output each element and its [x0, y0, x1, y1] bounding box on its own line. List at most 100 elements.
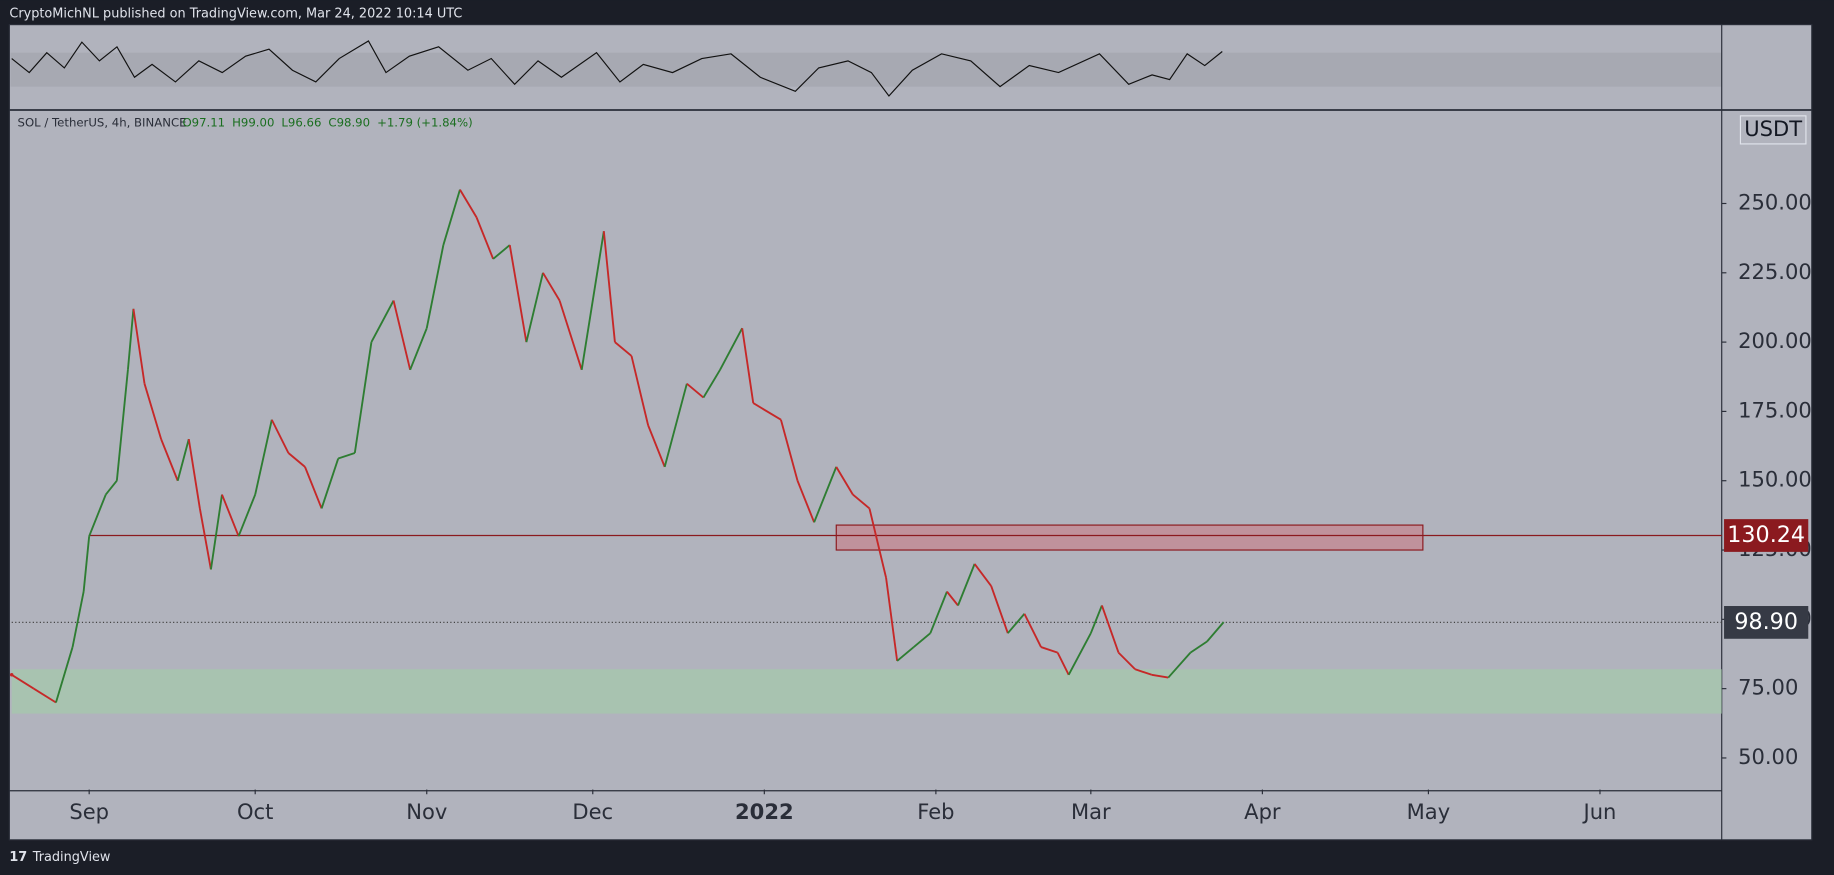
price-segment — [320, 458, 340, 509]
chart-area — [8, 24, 1813, 841]
price-segment — [813, 466, 838, 523]
price-segment — [558, 300, 583, 371]
price-segment — [370, 300, 395, 343]
price-segment — [187, 438, 201, 509]
price-segment — [973, 563, 992, 587]
y-tick-label: 150.00 — [1738, 467, 1812, 492]
price-segment — [1101, 605, 1120, 653]
price-segment — [176, 438, 190, 481]
price-segment — [913, 632, 931, 648]
price-segment — [580, 231, 605, 370]
price-segment — [1089, 605, 1103, 634]
x-tick-label: Sep — [69, 799, 109, 824]
indicator-line — [11, 40, 1223, 97]
price-segment — [270, 419, 290, 454]
price-segment — [741, 328, 755, 404]
x-tick-label: Oct — [237, 799, 273, 824]
price-segment — [946, 591, 959, 607]
price-segment — [221, 494, 240, 537]
price-segment — [115, 369, 129, 481]
ohlc-value: O97.11 — [182, 115, 225, 129]
price-segment — [1023, 613, 1042, 648]
price-segment — [475, 217, 495, 260]
price-segment — [209, 494, 223, 570]
ohlc-value: L96.66 — [281, 115, 321, 129]
price-segment — [852, 493, 871, 510]
price-segment — [143, 383, 163, 440]
price-segment — [929, 591, 948, 634]
price-segment — [752, 402, 782, 421]
x-tick-label: 2022 — [735, 799, 794, 824]
x-tick-label: Apr — [1244, 799, 1281, 824]
price-segment — [1007, 613, 1026, 634]
y-tick-label: 225.00 — [1738, 259, 1812, 284]
zone — [835, 524, 1424, 551]
price-tag — [1724, 606, 1809, 639]
price-segment — [105, 480, 118, 496]
x-tick-label: May — [1407, 799, 1451, 824]
price-segment — [1067, 632, 1092, 676]
ohlc-legend: O97.11 H99.00 L96.66 C98.90 +1.79 (+1.84%) — [182, 115, 472, 129]
price-segment — [508, 244, 528, 343]
price-segment — [719, 327, 744, 371]
price-segment — [1151, 673, 1169, 679]
publish-info: CryptoMichNL published on TradingView.co… — [9, 7, 462, 22]
price-segment — [237, 494, 257, 537]
price-segment — [647, 424, 666, 468]
price-tag-label: 98.90 — [1734, 609, 1798, 635]
price-segment — [55, 646, 74, 703]
brand: TradingView — [32, 850, 111, 865]
price-segment — [304, 466, 323, 509]
brand-logo: 𝟭𝟳 — [9, 850, 27, 865]
ohlc-value: +1.79 (+1.84%) — [377, 115, 473, 129]
price-segment — [254, 419, 273, 495]
x-tick-label: Mar — [1071, 799, 1111, 824]
price-segment — [126, 308, 135, 370]
price-segment — [896, 646, 915, 662]
price-segment — [957, 563, 976, 606]
currency: USDT — [1744, 116, 1802, 141]
y-tick-label: 200.00 — [1738, 328, 1812, 353]
ohlc-value: H99.00 — [232, 115, 274, 129]
price-segment — [392, 300, 412, 371]
price-segment — [796, 480, 816, 523]
price-segment — [1167, 651, 1192, 679]
price-segment — [33, 687, 57, 704]
y-tick-label: 50.00 — [1738, 744, 1798, 769]
price-segment — [1056, 652, 1070, 676]
symbol-info: SOL / TetherUS, 4h, BINANCE — [18, 115, 187, 129]
price-tag-label: 130.24 — [1727, 522, 1805, 548]
x-tick-label: Jun — [1582, 799, 1617, 824]
price-segment — [492, 244, 511, 260]
y-tick-label: 75.00 — [1738, 675, 1798, 700]
price-segment — [780, 419, 799, 481]
x-tick-label: Dec — [572, 799, 613, 824]
price-segment — [542, 272, 561, 302]
price-segment — [425, 244, 445, 329]
price-segment — [11, 673, 35, 690]
plot: 50.0075.00100.00125.00150.00175.00200.00… — [9, 189, 1812, 824]
currency-box — [1739, 115, 1807, 145]
price-segment — [1206, 621, 1225, 643]
price-segment — [702, 369, 721, 399]
price-segment — [1117, 651, 1136, 670]
price-segment — [525, 272, 544, 343]
price-segment — [990, 585, 1009, 634]
price-segment — [1040, 646, 1058, 654]
zone — [11, 669, 1722, 714]
price-segment — [614, 341, 633, 357]
price-segment — [602, 231, 616, 343]
price-tag — [1724, 519, 1809, 552]
price-segment — [1189, 640, 1208, 654]
price-segment — [198, 508, 212, 570]
x-tick-label: Feb — [917, 799, 954, 824]
x-tick-label: Nov — [406, 799, 447, 824]
price-segment — [409, 327, 428, 371]
price-segment — [885, 577, 899, 662]
price-segment — [287, 452, 306, 468]
price-segment — [663, 383, 688, 468]
price-segment — [459, 189, 478, 218]
price-segment — [71, 591, 85, 648]
price-segment — [88, 494, 107, 537]
